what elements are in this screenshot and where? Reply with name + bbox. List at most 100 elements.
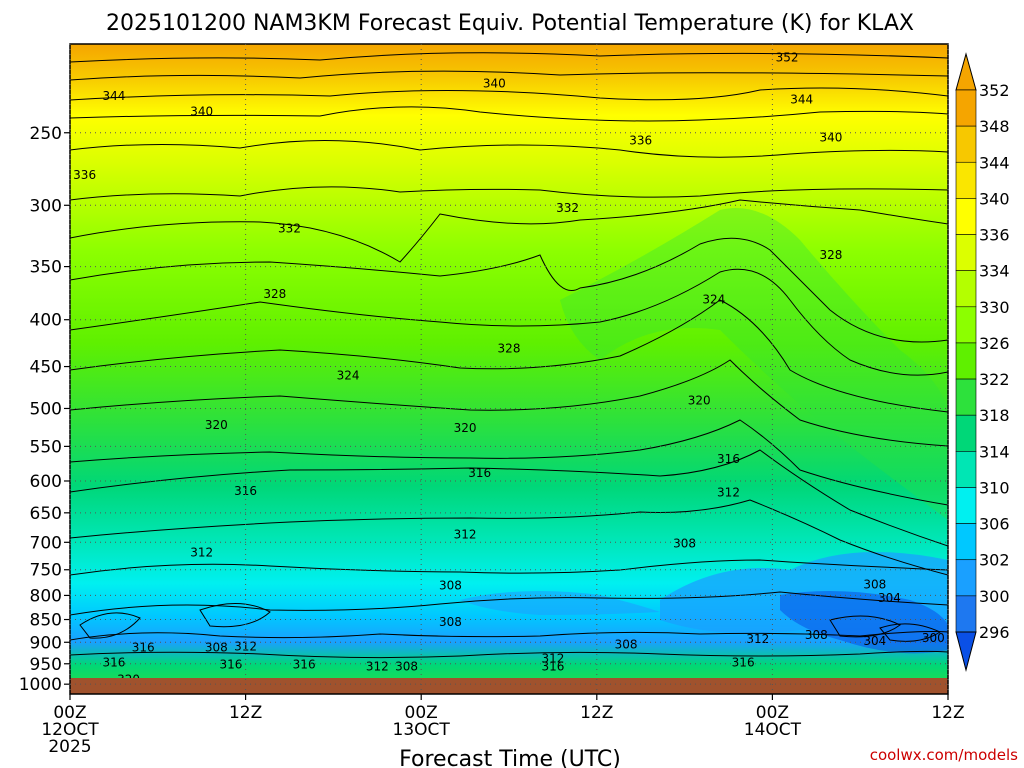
contour-label: 336 — [629, 134, 652, 148]
colorbar-label: 352 — [979, 81, 1010, 100]
contour-label: 332 — [278, 221, 301, 235]
chart-title: 2025101200 NAM3KM Forecast Equiv. Potent… — [106, 11, 914, 36]
colorbar-label: 326 — [979, 334, 1010, 353]
colorbar-label: 314 — [979, 442, 1010, 461]
contour-lines — [70, 52, 948, 659]
contour-label: 300 — [922, 631, 945, 645]
colorbar-segment — [955, 234, 977, 271]
colorbar-segment — [955, 414, 977, 452]
contour-label: 308 — [205, 641, 228, 655]
cool-pool-mid — [460, 591, 660, 615]
y-tick-label: 350 — [30, 258, 62, 278]
y-tick-label: 600 — [30, 472, 62, 492]
contour-label: 316 — [102, 656, 125, 670]
contour-label: 316 — [468, 466, 491, 480]
y-tick-label: 1000 — [19, 675, 62, 695]
contour-label: 316 — [220, 658, 243, 672]
contour-label: 344 — [102, 89, 125, 103]
contour-label: 308 — [439, 578, 462, 592]
x-tick-label: 14OCT — [744, 720, 802, 740]
y-tick-label: 850 — [30, 611, 62, 631]
colorbar-segment — [955, 161, 977, 199]
x-tick-label: 12Z — [229, 703, 262, 723]
colorbar-segment — [955, 523, 977, 561]
colorbar-top-arrow — [955, 52, 977, 91]
colorbar-segment — [955, 595, 977, 633]
contour-label: 328 — [263, 287, 286, 301]
x-tick-label: 00Z — [405, 703, 438, 723]
contour-label: 328 — [498, 341, 521, 355]
colorbar-segment — [955, 89, 977, 127]
contour-label: 312 — [190, 545, 213, 559]
y-axis: 2503003504004505005506006507007508008509… — [19, 124, 948, 695]
y-tick-label: 300 — [30, 196, 62, 216]
colorbar-label: 306 — [979, 515, 1010, 534]
contour-label: 308 — [395, 660, 418, 674]
contour-label: 316 — [293, 658, 316, 672]
contour-label: 344 — [790, 93, 813, 107]
colorbar-segment — [955, 270, 977, 308]
x-axis-label: Forecast Time (UTC) — [399, 747, 621, 768]
y-tick-label: 750 — [30, 561, 62, 581]
y-tick-label: 450 — [30, 358, 62, 378]
contour-label: 312 — [746, 632, 769, 646]
colorbar-label: 296 — [979, 623, 1010, 642]
x-tick-label: 2025 — [48, 737, 91, 757]
contour-label: 308 — [805, 628, 828, 642]
contour-labels: 352 344 344 340 340 340 336 336 332 332 328 328 328 3… — [73, 51, 945, 687]
moist-plume — [560, 208, 948, 520]
contour-label: 336 — [73, 168, 96, 182]
colorbar-label: 302 — [979, 551, 1010, 570]
colorbar-segment — [955, 559, 977, 597]
contour-label: 304 — [878, 591, 901, 605]
y-tick-label: 500 — [30, 399, 62, 419]
x-tick-label: 13OCT — [393, 720, 451, 740]
x-tick-label: 12Z — [580, 703, 613, 723]
contour-label: 308 — [615, 637, 638, 651]
cold-core-right — [780, 591, 948, 654]
colorbar-label: 330 — [979, 298, 1010, 317]
colorbar-label: 322 — [979, 370, 1010, 389]
plot-area: 352 344 344 340 340 340 336 336 332 332 328 328 328 3… — [70, 44, 948, 694]
colorbar-label: 344 — [979, 153, 1010, 172]
contour-label: 308 — [439, 615, 462, 629]
y-tick-label: 650 — [30, 504, 62, 524]
x-tick-label: 00Z — [756, 703, 789, 723]
colorbar-label: 336 — [979, 226, 1010, 245]
contour-label: 304 — [863, 634, 886, 648]
contour-label: 324 — [337, 368, 360, 382]
colorbar-label: 334 — [979, 262, 1010, 281]
x-tick-label: 12OCT — [41, 720, 99, 740]
contour-label: 320 — [688, 393, 711, 407]
colorbar: 352 348 344 340 336 334 330 326 322 318 314 310 306 3… — [955, 52, 1010, 672]
contour-label: 316 — [541, 660, 564, 674]
contour-label: 316 — [732, 656, 755, 670]
terrain-bar — [70, 678, 948, 694]
contour-label: 316 — [717, 452, 740, 466]
colorbar-segment — [955, 378, 977, 416]
contour-label: 316 — [132, 641, 155, 655]
contour-label: 308 — [673, 536, 696, 550]
y-tick-label: 700 — [30, 533, 62, 553]
contour-label: 332 — [556, 201, 579, 215]
colorbar-segment — [955, 342, 977, 380]
contour-label: 316 — [234, 484, 257, 498]
contour-label: 320 — [205, 418, 228, 432]
colorbar-label: 300 — [979, 587, 1010, 606]
y-tick-label: 400 — [30, 311, 62, 331]
contour-label: 308 — [863, 577, 886, 591]
contour-label: 328 — [819, 248, 842, 262]
contour-label: 312 — [366, 660, 389, 674]
contour-label: 340 — [190, 105, 213, 119]
x-tick-label: 00Z — [53, 703, 86, 723]
contour-label: 320 — [454, 421, 477, 435]
colorbar-segment — [955, 451, 977, 488]
colorbar-segment — [955, 306, 977, 344]
colorbar-label: 310 — [979, 478, 1010, 497]
y-tick-label: 550 — [30, 437, 62, 457]
contour-label: 352 — [776, 51, 799, 65]
colorbar-segment — [955, 198, 977, 235]
y-tick-label: 950 — [30, 655, 62, 675]
colorbar-segment — [955, 487, 977, 524]
